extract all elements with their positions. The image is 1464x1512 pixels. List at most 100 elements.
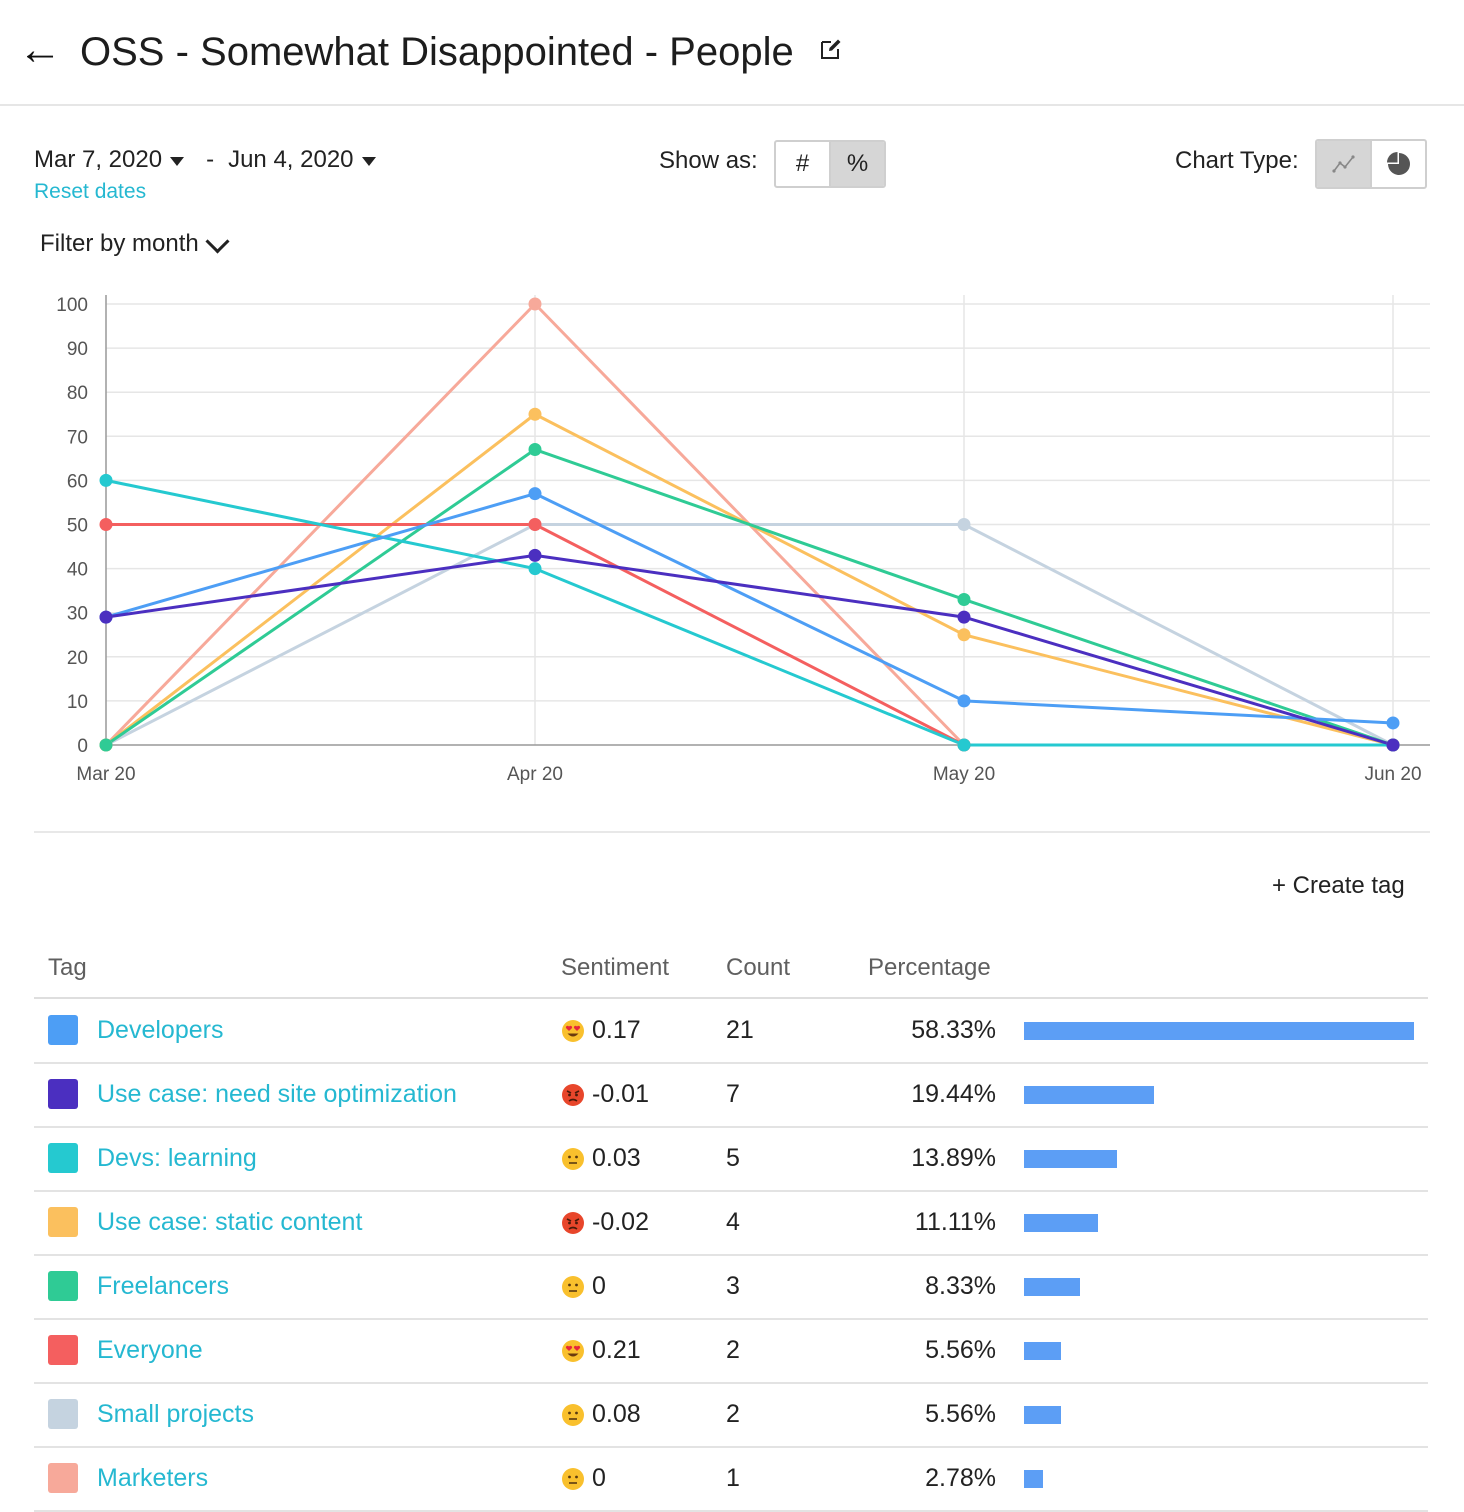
y-tick-label: 70 — [67, 427, 88, 448]
percentage-bar — [1024, 1278, 1080, 1296]
count-value: 1 — [726, 1464, 740, 1492]
percentage-bar — [1024, 1086, 1154, 1104]
pie-chart-button[interactable] — [1370, 141, 1425, 187]
row-divider — [34, 1318, 1428, 1320]
y-tick-label: 50 — [67, 516, 88, 537]
line-chart-button[interactable] — [1317, 141, 1370, 187]
edit-icon[interactable] — [818, 36, 844, 62]
data-point — [99, 518, 113, 531]
y-tick-label: 20 — [67, 648, 88, 669]
page-title: OSS - Somewhat Disappointed - People — [80, 30, 794, 74]
tag-name-link[interactable]: Developers — [97, 1016, 224, 1044]
sentiment-value: 0 — [592, 1272, 606, 1300]
show-as-percent-button[interactable]: % — [829, 142, 884, 186]
y-tick-label: 30 — [67, 604, 88, 625]
table-row[interactable]: Devs: learning 0.03 5 13.89% — [0, 1128, 1464, 1192]
tag-color-swatch — [48, 1015, 78, 1045]
tag-name-link[interactable]: Everyone — [97, 1336, 203, 1364]
data-point — [528, 407, 542, 421]
table-row[interactable]: Small projects 0.08 2 5.56% — [0, 1384, 1464, 1448]
series-line — [105, 478, 1393, 747]
sentiment-value: 0.21 — [592, 1336, 641, 1364]
data-point — [957, 592, 971, 606]
tag-name-link[interactable]: Small projects — [97, 1400, 254, 1428]
chart-type-toggle — [1315, 139, 1427, 189]
back-arrow-icon[interactable]: ← — [18, 25, 62, 74]
line-chart-icon — [1331, 155, 1355, 173]
line-chart: 0 10 20 30 40 50 60 70 80 90 100 Mar 20 Apr 20 May 20… — [56, 295, 1430, 785]
percentage-column-header[interactable]: Percentage — [868, 954, 991, 981]
x-tick-label: Apr 20 — [507, 764, 563, 785]
sentiment-value: -0.02 — [592, 1208, 649, 1236]
data-point — [957, 518, 971, 531]
reset-dates-link[interactable]: Reset dates — [34, 180, 147, 203]
data-point — [528, 297, 542, 311]
series-line — [105, 553, 1394, 747]
chevron-down-icon — [205, 228, 230, 254]
tag-color-swatch — [48, 1207, 78, 1237]
count-column-header[interactable]: Count — [726, 954, 791, 981]
data-point — [528, 518, 542, 531]
sentiment-column-header[interactable]: Sentiment — [561, 954, 670, 981]
series-line — [105, 492, 1394, 725]
tag-color-swatch — [48, 1271, 78, 1301]
section-divider — [34, 831, 1430, 833]
percentage-value: 8.33% — [925, 1272, 996, 1300]
row-divider — [34, 1190, 1428, 1192]
x-tick-label: May 20 — [933, 764, 995, 785]
end-date-picker[interactable]: Jun 4, 2020 — [228, 140, 376, 180]
start-date-picker[interactable]: Mar 7, 2020 — [34, 140, 185, 180]
neutral-face-emoji — [562, 1148, 584, 1170]
data-point — [528, 562, 542, 576]
percentage-value: 5.56% — [925, 1336, 996, 1364]
tag-name-link[interactable]: Freelancers — [97, 1272, 229, 1300]
table-row[interactable]: Developers 0.17 21 58.33% — [0, 1000, 1464, 1064]
table-row[interactable]: Marketers 0 1 2.78% — [0, 1448, 1464, 1512]
neutral-face-emoji — [562, 1276, 584, 1298]
chart-type-label: Chart Type: — [1175, 147, 1299, 174]
table-row[interactable]: Use case: need site optimization -0.01 7 19… — [0, 1064, 1464, 1128]
show-as-count-button[interactable]: # — [795, 150, 810, 177]
end-date-value: Jun 4, 2020 — [228, 146, 354, 173]
y-tick-label: 80 — [67, 383, 88, 404]
data-point — [957, 738, 971, 752]
y-tick-label: 90 — [67, 339, 88, 360]
count-value: 2 — [726, 1336, 740, 1364]
row-divider — [34, 1446, 1428, 1448]
y-tick-label: 0 — [77, 736, 88, 757]
create-tag-button[interactable]: + Create tag — [1272, 872, 1405, 899]
table-row[interactable]: Use case: static content -0.02 4 11.11% — [0, 1192, 1464, 1256]
tag-name-link[interactable]: Devs: learning — [97, 1144, 257, 1172]
filter-label: Filter by month — [40, 230, 199, 257]
count-value: 7 — [726, 1080, 740, 1108]
percentage-value: 11.11% — [914, 1208, 996, 1236]
data-point — [99, 473, 113, 487]
data-point — [957, 628, 971, 642]
date-range: Mar 7, 2020 - Jun 4, 2020 — [34, 140, 376, 180]
tag-name-link[interactable]: Use case: static content — [97, 1208, 363, 1236]
count-value: 21 — [726, 1016, 754, 1044]
table-row[interactable]: Freelancers 0 3 8.33% — [0, 1256, 1464, 1320]
table-header-divider — [34, 997, 1428, 999]
row-divider — [34, 1062, 1428, 1064]
pie-chart-icon — [1386, 152, 1410, 175]
data-point — [1386, 716, 1400, 730]
tag-name-link[interactable]: Use case: need site optimization — [97, 1080, 457, 1108]
y-tick-label: 60 — [67, 471, 88, 492]
percentage-bar — [1024, 1022, 1414, 1040]
data-point — [528, 548, 542, 562]
percentage-bar — [1024, 1342, 1061, 1360]
percentage-value: 13.89% — [911, 1144, 996, 1172]
filter-by-month-dropdown[interactable]: Filter by month — [40, 226, 230, 262]
tag-color-swatch — [48, 1463, 78, 1493]
percentage-value: 19.44% — [911, 1080, 996, 1108]
data-point — [1386, 738, 1400, 752]
percentage-bar — [1024, 1214, 1098, 1232]
count-value: 4 — [726, 1208, 740, 1236]
tag-name-link[interactable]: Marketers — [97, 1464, 209, 1492]
table-row[interactable]: Everyone 0.21 2 5.56% — [0, 1320, 1464, 1384]
data-point — [957, 610, 971, 624]
tag-column-header[interactable]: Tag — [48, 954, 87, 981]
caret-down-icon — [170, 156, 185, 166]
x-tick-label: Jun 20 — [1364, 764, 1421, 785]
